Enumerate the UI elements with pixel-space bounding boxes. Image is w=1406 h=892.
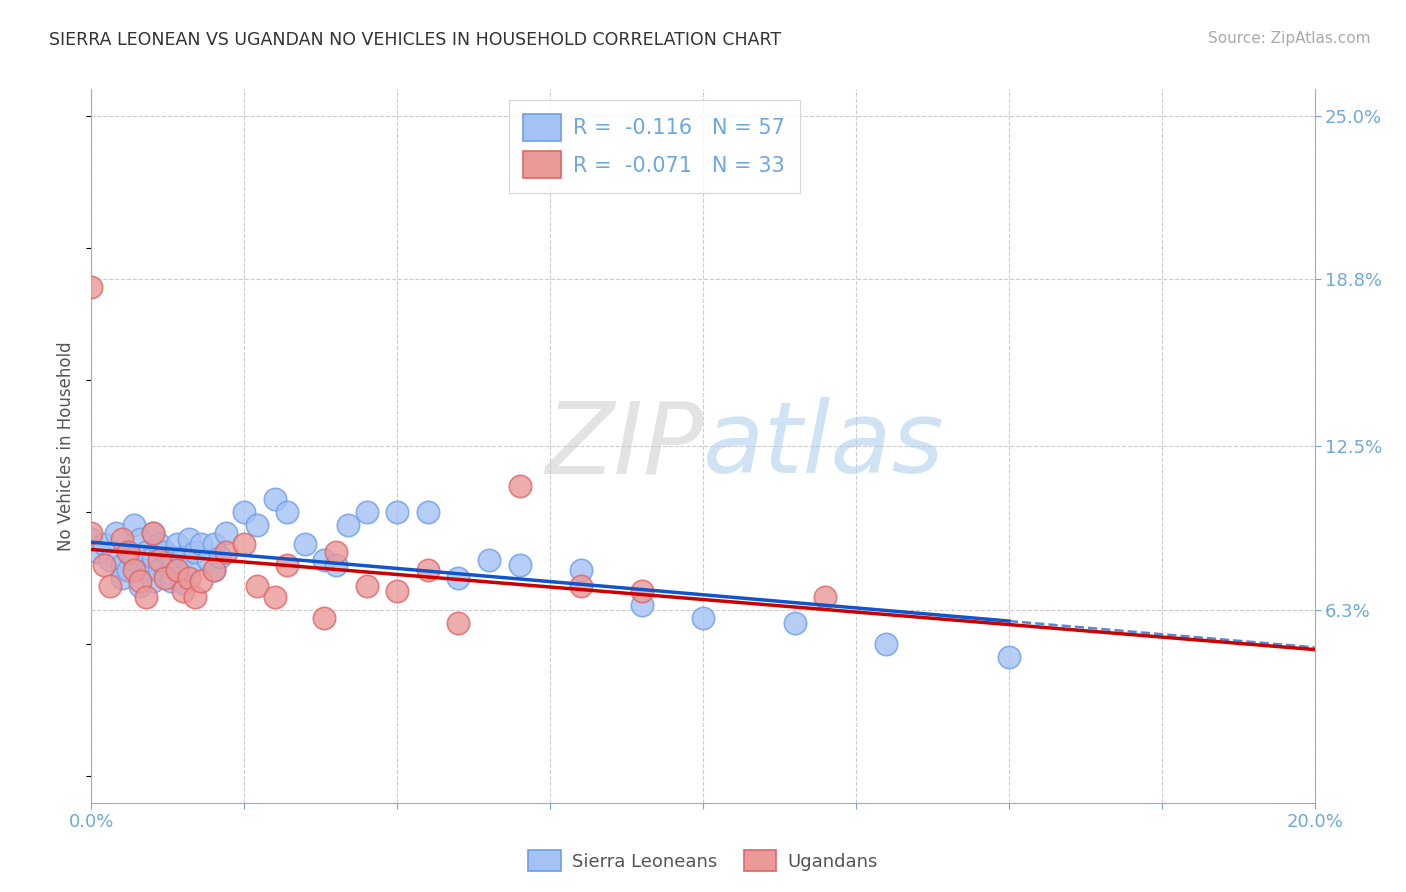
Point xyxy=(98,552,121,566)
Point xyxy=(385,584,409,599)
Point xyxy=(98,579,121,593)
Text: ZIP: ZIP xyxy=(544,398,703,494)
Legend: Sierra Leoneans, Ugandans: Sierra Leoneans, Ugandans xyxy=(522,843,884,879)
Point xyxy=(783,616,806,631)
Legend: R =  -0.116   N = 57, R =  -0.071   N = 33: R = -0.116 N = 57, R = -0.071 N = 33 xyxy=(509,100,800,193)
Point xyxy=(631,598,654,612)
Point xyxy=(416,505,439,519)
Point xyxy=(148,563,170,577)
Point xyxy=(160,549,183,564)
Point xyxy=(80,526,103,541)
Point xyxy=(416,563,439,577)
Point xyxy=(356,505,378,519)
Point xyxy=(135,545,157,559)
Point xyxy=(356,579,378,593)
Point xyxy=(509,558,531,572)
Point xyxy=(184,590,207,604)
Point xyxy=(312,552,335,566)
Point xyxy=(179,532,201,546)
Point xyxy=(172,576,194,591)
Text: atlas: atlas xyxy=(703,398,945,494)
Point xyxy=(93,537,115,551)
Point xyxy=(264,590,287,604)
Point xyxy=(153,545,176,559)
Point xyxy=(141,526,163,541)
Point xyxy=(478,552,501,566)
Y-axis label: No Vehicles in Household: No Vehicles in Household xyxy=(58,341,76,551)
Point xyxy=(569,563,592,577)
Point xyxy=(631,584,654,599)
Point xyxy=(153,568,176,582)
Point xyxy=(215,545,238,559)
Point xyxy=(141,549,163,564)
Point xyxy=(166,563,188,577)
Point xyxy=(179,571,201,585)
Point xyxy=(814,590,837,604)
Point xyxy=(233,505,256,519)
Point xyxy=(190,574,212,588)
Text: SIERRA LEONEAN VS UGANDAN NO VEHICLES IN HOUSEHOLD CORRELATION CHART: SIERRA LEONEAN VS UGANDAN NO VEHICLES IN… xyxy=(49,31,782,49)
Point xyxy=(233,537,256,551)
Point xyxy=(80,280,103,294)
Point xyxy=(117,545,139,559)
Point xyxy=(447,571,470,585)
Point xyxy=(179,560,201,574)
Point xyxy=(509,478,531,492)
Point xyxy=(202,563,225,577)
Point xyxy=(875,637,898,651)
Point xyxy=(245,518,267,533)
Point xyxy=(135,590,157,604)
Point xyxy=(447,616,470,631)
Point xyxy=(245,579,267,593)
Point xyxy=(276,558,298,572)
Point xyxy=(172,549,194,564)
Point xyxy=(569,579,592,593)
Point xyxy=(141,574,163,588)
Point xyxy=(93,558,115,572)
Point xyxy=(160,574,183,588)
Point xyxy=(202,537,225,551)
Point xyxy=(197,552,219,566)
Text: Source: ZipAtlas.com: Source: ZipAtlas.com xyxy=(1208,31,1371,46)
Point xyxy=(122,552,145,566)
Point xyxy=(172,584,194,599)
Point xyxy=(111,558,134,572)
Point xyxy=(148,552,170,566)
Point xyxy=(166,537,188,551)
Point xyxy=(117,563,139,577)
Point xyxy=(202,563,225,577)
Point xyxy=(129,579,152,593)
Point xyxy=(190,537,212,551)
Point xyxy=(135,563,157,577)
Point xyxy=(148,537,170,551)
Point xyxy=(122,563,145,577)
Point xyxy=(166,563,188,577)
Point xyxy=(86,545,108,559)
Point xyxy=(122,518,145,533)
Point xyxy=(111,532,134,546)
Point xyxy=(692,611,714,625)
Point xyxy=(294,537,316,551)
Point xyxy=(215,526,238,541)
Point xyxy=(104,526,127,541)
Point xyxy=(208,549,231,564)
Point xyxy=(325,545,347,559)
Point xyxy=(998,650,1021,665)
Point xyxy=(276,505,298,519)
Point xyxy=(325,558,347,572)
Point xyxy=(117,545,139,559)
Point xyxy=(184,545,207,559)
Point xyxy=(129,532,152,546)
Point xyxy=(153,571,176,585)
Point xyxy=(111,571,134,585)
Point xyxy=(141,526,163,541)
Point xyxy=(312,611,335,625)
Point xyxy=(80,532,103,546)
Point xyxy=(385,505,409,519)
Point xyxy=(129,574,152,588)
Point xyxy=(337,518,360,533)
Point xyxy=(264,491,287,506)
